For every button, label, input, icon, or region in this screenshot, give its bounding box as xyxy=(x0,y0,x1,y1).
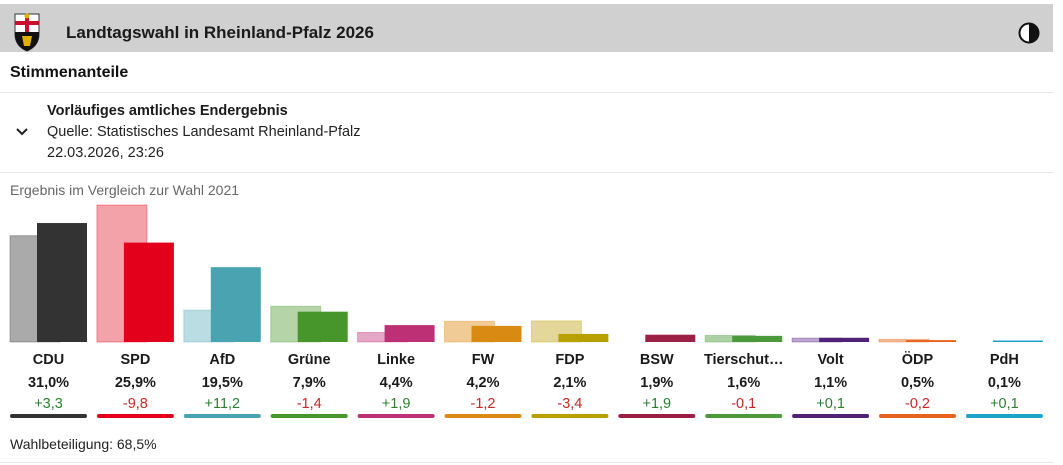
diff-label: -0,1 xyxy=(731,396,756,412)
chevron-down-icon[interactable] xyxy=(14,124,30,140)
party-label: FDP xyxy=(555,352,584,368)
result-status: Vorläufiges amtliches Endergebnis xyxy=(47,103,288,119)
party-label: BSW xyxy=(640,352,674,368)
party-color-underline xyxy=(96,414,174,418)
comparison-label: Ergebnis im Vergleich zur Wahl 2021 xyxy=(10,182,240,198)
party-label: CDU xyxy=(33,352,64,368)
party-label: AfD xyxy=(209,352,235,368)
party-label: ÖDP xyxy=(902,351,934,368)
section-title: Stimmenanteile xyxy=(10,64,129,81)
value-label: 2,1% xyxy=(553,375,586,391)
value-label: 31,0% xyxy=(28,375,69,391)
bar-current-2 xyxy=(210,267,261,342)
party-label: SPD xyxy=(120,352,150,368)
party-color-underline xyxy=(10,414,87,418)
value-label: 7,9% xyxy=(293,375,326,391)
value-label: 0,1% xyxy=(988,375,1021,391)
party-label: FW xyxy=(472,352,495,368)
party-color-underline xyxy=(705,414,783,418)
party-color-underline xyxy=(531,414,609,418)
bar-current-6 xyxy=(558,333,609,342)
divider xyxy=(0,172,1053,173)
divider xyxy=(0,92,1053,93)
result-timestamp: 22.03.2026, 23:26 xyxy=(47,145,164,161)
party-color-underline xyxy=(965,414,1043,418)
bar-current-9 xyxy=(819,337,870,342)
contrast-toggle-icon[interactable] xyxy=(1018,22,1040,44)
header-bar: Landtagswahl in Rheinland-Pfalz 2026 xyxy=(0,4,1053,52)
diff-label: -9,8 xyxy=(123,396,148,412)
value-label: 19,5% xyxy=(202,375,243,391)
value-label: 4,2% xyxy=(466,375,499,391)
bar-current-0 xyxy=(37,223,87,342)
bar-current-10 xyxy=(906,340,956,342)
vote-share-chart: CDU 31,0% +3,3 SPD 25,9% -9,8 AfD 19,5% +11,2 Grü… xyxy=(9,204,1043,418)
bar-current-5 xyxy=(471,325,522,342)
diff-label: +1,9 xyxy=(642,396,671,412)
diff-label: -3,4 xyxy=(557,396,582,412)
diff-label: +1,9 xyxy=(382,396,411,412)
value-label: 1,1% xyxy=(814,375,847,391)
party-label: Volt xyxy=(817,352,843,368)
rlp-coat-of-arms-icon xyxy=(14,13,40,52)
divider xyxy=(0,462,1053,463)
value-label: 25,9% xyxy=(115,375,156,391)
diff-label: +0,1 xyxy=(816,396,845,412)
value-label: 1,9% xyxy=(640,375,673,391)
party-color-underline xyxy=(357,414,435,418)
diff-label: +11,2 xyxy=(204,396,240,412)
party-color-underline xyxy=(270,414,348,418)
value-label: 1,6% xyxy=(727,375,760,391)
party-color-underline xyxy=(618,414,696,418)
party-label: Tierschut… xyxy=(704,352,784,368)
party-color-underline xyxy=(444,414,522,418)
diff-label: -1,2 xyxy=(471,396,496,412)
party-color-underline xyxy=(879,414,956,418)
diff-label: +0,1 xyxy=(990,396,1019,412)
bar-current-3 xyxy=(297,311,348,342)
bar-current-11 xyxy=(992,340,1043,342)
party-label: PdH xyxy=(990,352,1019,368)
bar-current-7 xyxy=(645,334,696,342)
party-color-underline xyxy=(183,414,261,418)
diff-label: -0,2 xyxy=(905,396,930,412)
bar-current-4 xyxy=(384,325,435,342)
party-label: Linke xyxy=(377,352,415,368)
diff-label: -1,4 xyxy=(297,396,322,412)
page-title: Landtagswahl in Rheinland-Pfalz 2026 xyxy=(66,23,374,42)
bar-current-1 xyxy=(123,242,174,342)
value-label: 0,5% xyxy=(901,375,934,391)
diff-label: +3,3 xyxy=(34,396,63,412)
result-source: Quelle: Statistisches Landesamt Rheinlan… xyxy=(47,124,361,140)
party-label: Grüne xyxy=(288,352,331,368)
turnout-label: Wahlbeteiligung: 68,5% xyxy=(10,436,157,452)
value-label: 4,4% xyxy=(380,375,413,391)
bar-current-8 xyxy=(732,335,783,342)
party-color-underline xyxy=(792,414,870,418)
